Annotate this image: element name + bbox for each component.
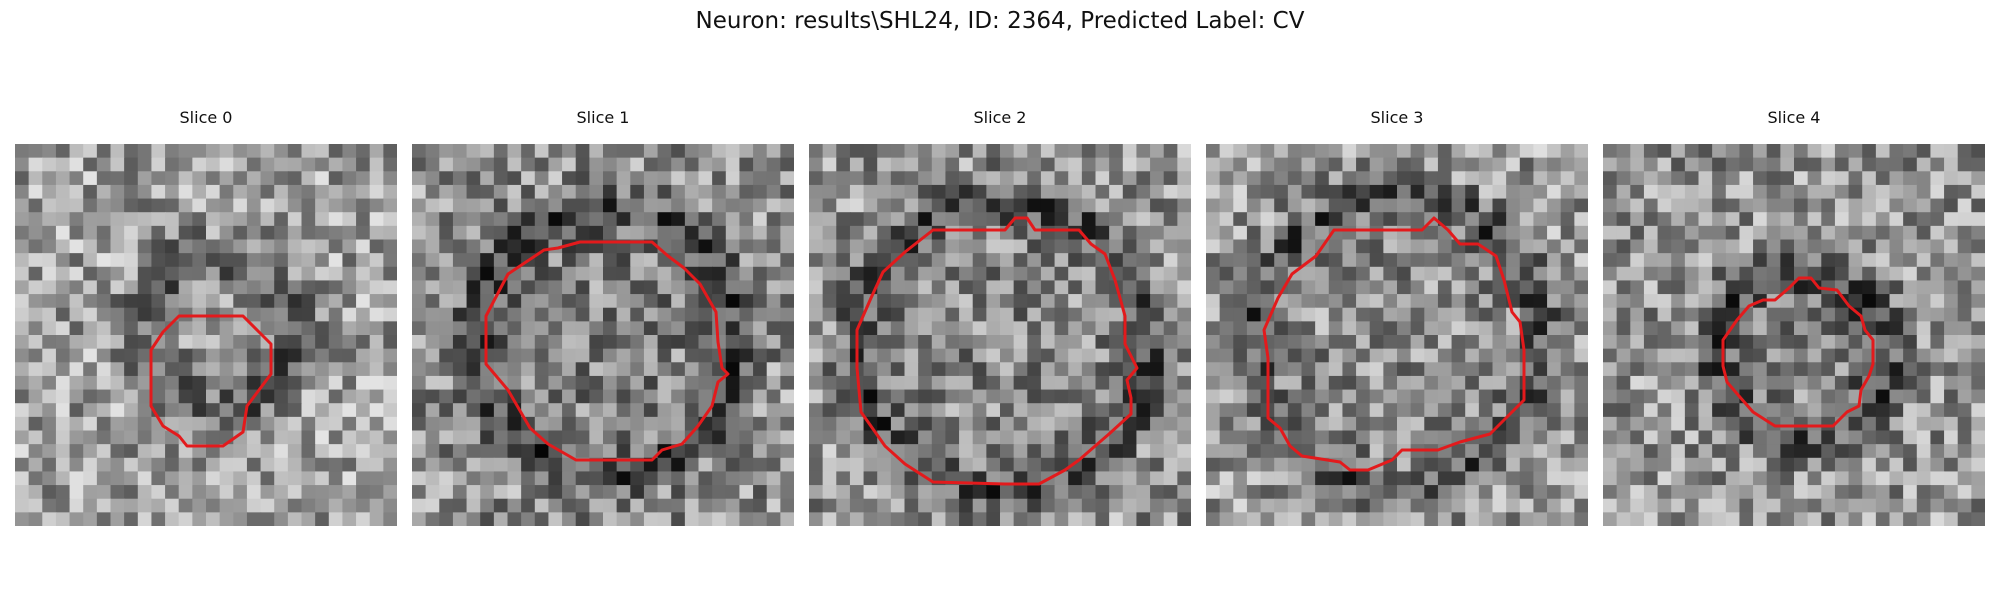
segmentation-contour bbox=[149, 314, 273, 448]
slice-title: Slice 2 bbox=[973, 108, 1027, 127]
grayscale-pixels bbox=[1206, 144, 1588, 526]
slice-image bbox=[809, 144, 1191, 526]
slice-image-svg bbox=[1603, 144, 1985, 526]
slice-image bbox=[15, 144, 397, 526]
figure-title: Neuron: results\SHL24, ID: 2364, Predict… bbox=[695, 8, 1305, 34]
slice-title: Slice 4 bbox=[1767, 108, 1821, 127]
slice-image-svg bbox=[412, 144, 794, 526]
slice-panel-1: Slice 1 bbox=[412, 108, 794, 526]
grayscale-pixels bbox=[1603, 144, 1985, 526]
segmentation-contour bbox=[1721, 276, 1875, 428]
segmentation-contour bbox=[855, 216, 1139, 486]
slice-image bbox=[412, 144, 794, 526]
slice-panel-4: Slice 4 bbox=[1603, 108, 1985, 526]
slice-image bbox=[1206, 144, 1588, 526]
slice-title: Slice 1 bbox=[576, 108, 630, 127]
grayscale-pixels bbox=[412, 144, 794, 526]
grayscale-pixels bbox=[15, 144, 397, 526]
slice-panel-2: Slice 2 bbox=[809, 108, 1191, 526]
slice-title: Slice 3 bbox=[1370, 108, 1424, 127]
slice-title: Slice 0 bbox=[179, 108, 233, 127]
slice-image-svg bbox=[809, 144, 1191, 526]
segmentation-contour bbox=[1262, 216, 1526, 472]
grayscale-pixels bbox=[809, 144, 1191, 526]
slice-image-svg bbox=[15, 144, 397, 526]
slice-image-svg bbox=[1206, 144, 1588, 526]
slice-image bbox=[1603, 144, 1985, 526]
slice-panel-0: Slice 0 bbox=[15, 108, 397, 526]
slice-panel-3: Slice 3 bbox=[1206, 108, 1588, 526]
segmentation-contour bbox=[484, 240, 730, 462]
